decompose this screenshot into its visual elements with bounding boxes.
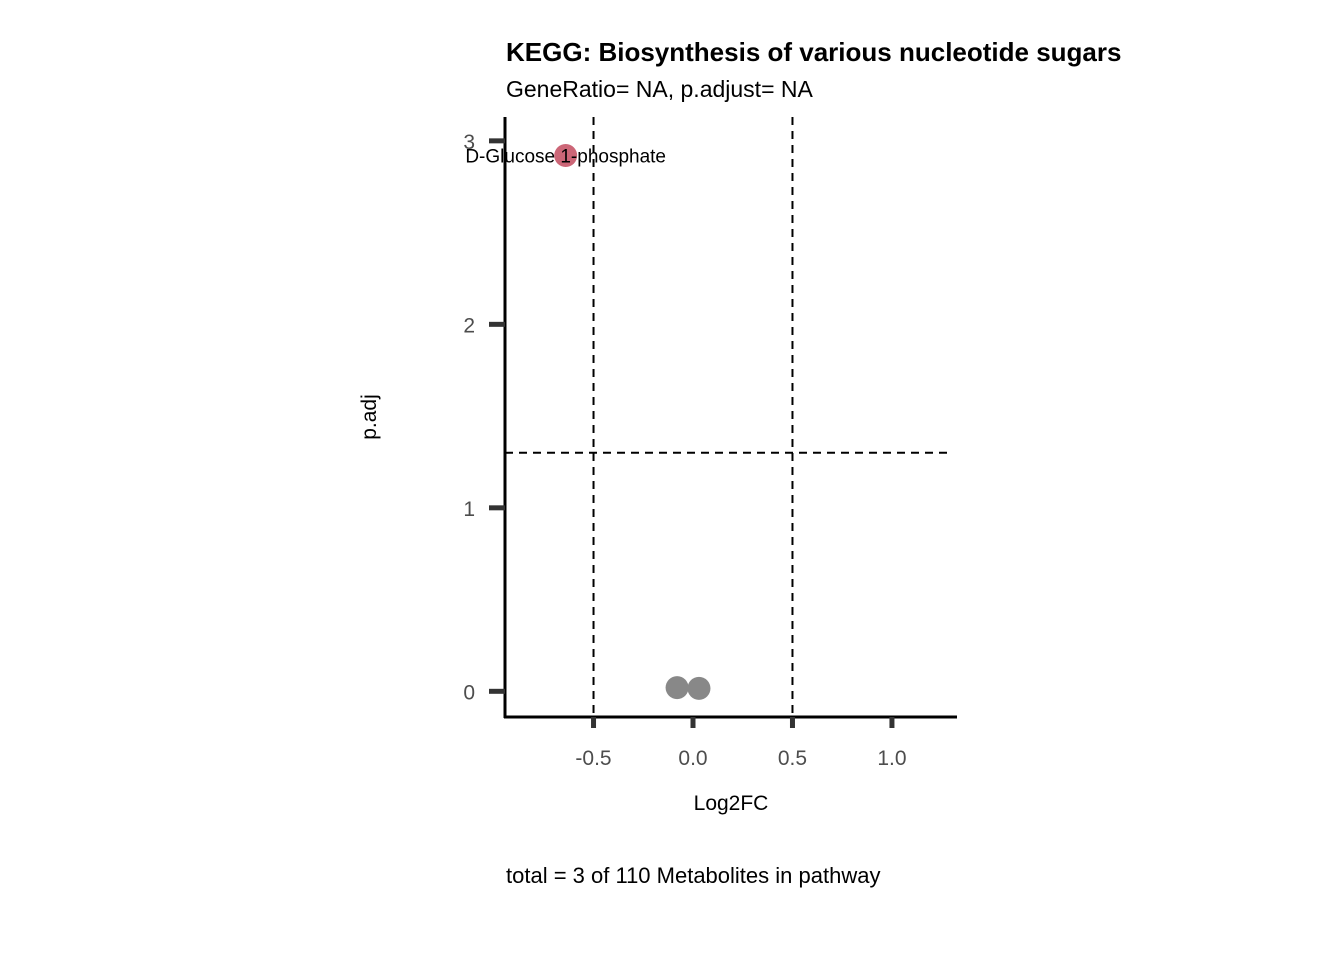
chart-subtitle: GeneRatio= NA, p.adjust= NA xyxy=(506,76,813,102)
data-point xyxy=(687,676,711,700)
point-label: D-Glucose 1-phosphate xyxy=(465,147,666,168)
data-point xyxy=(665,676,689,700)
chart-title: KEGG: Biosynthesis of various nucleotide… xyxy=(506,37,1121,67)
x-tick-label: -0.5 xyxy=(575,747,611,770)
data-point xyxy=(554,144,578,168)
x-tick-label: 0.0 xyxy=(678,747,707,770)
x-tick-label: 0.5 xyxy=(778,747,807,770)
x-tick-label: 1.0 xyxy=(877,747,906,770)
y-tick-label: 3 xyxy=(463,131,475,154)
y-tick-label: 0 xyxy=(463,681,475,704)
y-axis-label: p.adj xyxy=(358,394,381,440)
y-tick-label: 2 xyxy=(463,314,475,337)
y-tick-label: 1 xyxy=(463,498,475,521)
x-axis-label: Log2FC xyxy=(694,792,769,815)
chart-caption: total = 3 of 110 Metabolites in pathway xyxy=(506,863,880,888)
